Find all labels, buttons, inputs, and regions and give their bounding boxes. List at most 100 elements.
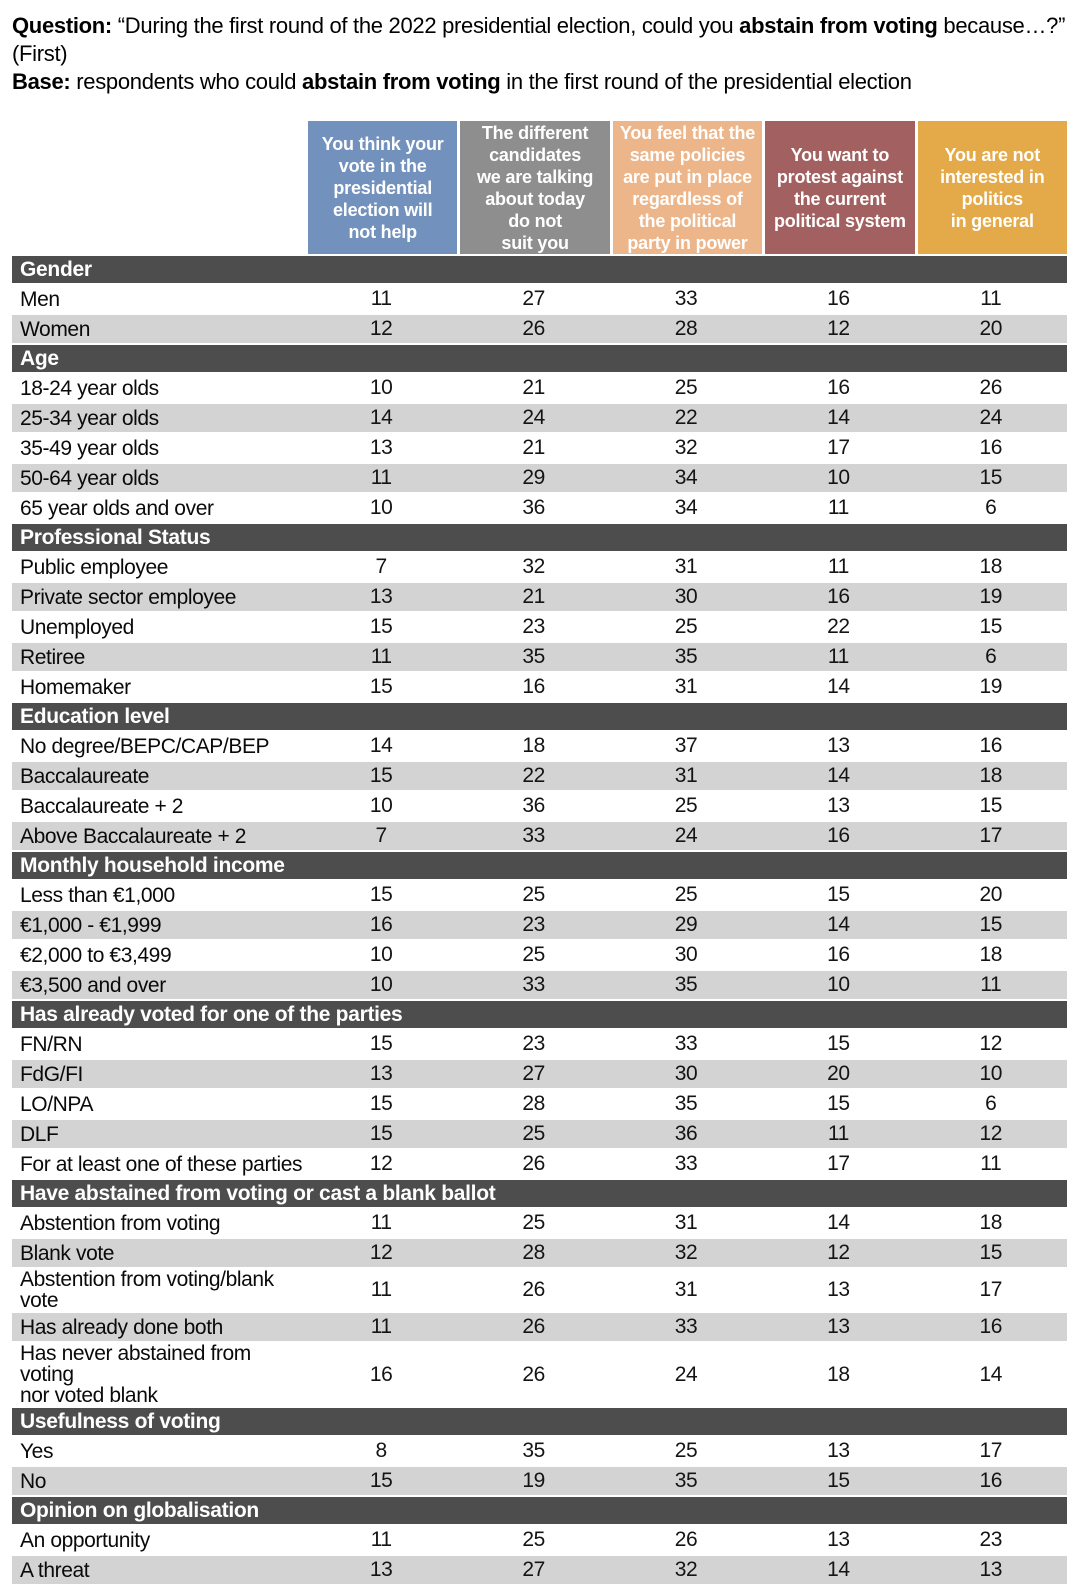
row-label: 50-64 year olds — [20, 466, 159, 490]
value-cell: 13 — [827, 1528, 850, 1551]
value-cell: 13 — [369, 436, 393, 459]
value-cell: 14 — [827, 913, 850, 936]
value-cell: 32 — [522, 555, 545, 578]
value-cell: 26 — [979, 376, 1003, 399]
value-cell: 17 — [979, 1439, 1003, 1462]
value-cell: 14 — [827, 1558, 850, 1581]
row-label: €1,000 - €1,999 — [20, 913, 162, 937]
question-label: Question: — [12, 13, 112, 38]
value-cell: 24 — [674, 824, 698, 847]
value-cell: 25 — [674, 1439, 698, 1462]
value-cell: 12 — [369, 317, 393, 340]
row-label: 25-34 year olds — [20, 406, 159, 430]
value-cell: 25 — [522, 1528, 545, 1551]
value-cell: 14 — [369, 406, 393, 429]
base-label: Base: — [12, 69, 71, 94]
value-cell: 21 — [522, 585, 545, 608]
value-cell: 12 — [369, 1241, 393, 1264]
value-cell: 23 — [979, 1528, 1003, 1551]
row-label: Has already done both — [20, 1315, 223, 1339]
row-label: Men — [20, 287, 60, 311]
column-header-4: You are not interested in politics in ge… — [917, 121, 1067, 254]
value-cell: 34 — [674, 496, 698, 519]
value-cell: 16 — [827, 287, 850, 310]
row-label: Women — [20, 317, 90, 341]
row-label: Abstention from voting/blank vote — [20, 1268, 274, 1312]
value-cell: 14 — [979, 1362, 1003, 1386]
value-cell: 13 — [369, 1062, 393, 1085]
value-cell: 33 — [674, 1032, 698, 1055]
row-label: Public employee — [20, 555, 169, 579]
row-label: No — [20, 1469, 47, 1493]
row-label: FdG/FI — [20, 1062, 83, 1086]
value-cell: 12 — [979, 1032, 1003, 1055]
value-cell: 24 — [979, 406, 1003, 429]
value-cell: 15 — [369, 675, 393, 698]
table-row: Private sector employee 13 21 30 16 19 — [12, 583, 1067, 611]
value-cell: 16 — [979, 1315, 1003, 1338]
value-cell: 16 — [827, 824, 850, 847]
value-cell: 34 — [674, 466, 698, 489]
value-cell: 27 — [522, 1062, 545, 1085]
table-row: 25-34 year olds 14 24 22 14 24 — [12, 404, 1067, 432]
value-cell: 11 — [827, 555, 849, 578]
table-row: Baccalaureate 15 22 31 14 18 — [12, 762, 1067, 790]
value-cell: 19 — [979, 675, 1003, 698]
value-cell: 25 — [674, 883, 698, 906]
value-cell: 31 — [674, 675, 698, 698]
value-cell: 16 — [369, 1362, 393, 1386]
value-cell: 33 — [674, 1152, 698, 1175]
value-cell: 17 — [979, 1278, 1003, 1301]
column-header-1: The different candidates we are talking … — [460, 121, 610, 254]
value-cell: 6 — [985, 496, 997, 519]
value-cell: 16 — [979, 1469, 1003, 1492]
value-cell: 18 — [979, 555, 1003, 578]
value-cell: 25 — [522, 883, 545, 906]
table-row: Men 11 27 33 16 11 — [12, 285, 1067, 313]
section-header: Usefulness of voting — [12, 1408, 1067, 1435]
value-cell: 22 — [522, 764, 545, 787]
table-row: Has already done both 11 26 33 13 16 — [12, 1313, 1067, 1341]
row-label: Baccalaureate — [20, 764, 150, 788]
table-row: Abstention from voting/blank vote 11 26 31 1… — [12, 1269, 1067, 1311]
section-header: Education level — [12, 703, 1067, 730]
column-headers-spacer — [12, 121, 305, 254]
row-label: Blank vote — [20, 1241, 115, 1265]
value-cell: 7 — [375, 824, 388, 847]
value-cell: 24 — [674, 1362, 698, 1386]
value-cell: 27 — [522, 287, 545, 310]
value-cell: 25 — [522, 1122, 545, 1145]
row-label: Baccalaureate + 2 — [20, 794, 184, 818]
table-row: Blank vote 12 28 32 12 15 — [12, 1239, 1067, 1267]
value-cell: 15 — [979, 1241, 1003, 1264]
value-cell: 11 — [827, 1122, 849, 1145]
value-cell: 11 — [370, 1315, 392, 1338]
value-cell: 15 — [979, 794, 1003, 817]
row-label: DLF — [20, 1122, 59, 1146]
value-cell: 15 — [369, 764, 393, 787]
value-cell: 15 — [827, 1032, 850, 1055]
value-cell: 13 — [369, 1558, 393, 1581]
value-cell: 21 — [522, 376, 545, 399]
table-row: Public employee 7 32 31 11 18 — [12, 553, 1067, 581]
value-cell: 19 — [979, 585, 1003, 608]
value-cell: 14 — [827, 675, 850, 698]
value-cell: 33 — [674, 287, 698, 310]
value-cell: 12 — [827, 1241, 850, 1264]
value-cell: 36 — [522, 496, 545, 519]
value-cell: 35 — [522, 645, 545, 668]
table-row: €1,000 - €1,999 16 23 29 14 15 — [12, 911, 1067, 939]
value-cell: 15 — [369, 1122, 393, 1145]
value-cell: 6 — [985, 1092, 997, 1115]
table-row: Abstention from voting 11 25 31 14 18 — [12, 1209, 1067, 1237]
value-cell: 23 — [522, 913, 545, 936]
row-label: LO/NPA — [20, 1092, 94, 1116]
value-cell: 13 — [827, 1278, 850, 1301]
value-cell: 31 — [674, 764, 698, 787]
row-label: No degree/BEPC/CAP/BEP — [20, 734, 270, 758]
column-header-0: You think your vote in the presidential … — [308, 121, 458, 254]
value-cell: 16 — [979, 436, 1003, 459]
table-row: Baccalaureate + 2 10 36 25 13 15 — [12, 792, 1067, 820]
value-cell: 35 — [674, 973, 698, 996]
table-row: Unemployed 15 23 25 22 15 — [12, 613, 1067, 641]
